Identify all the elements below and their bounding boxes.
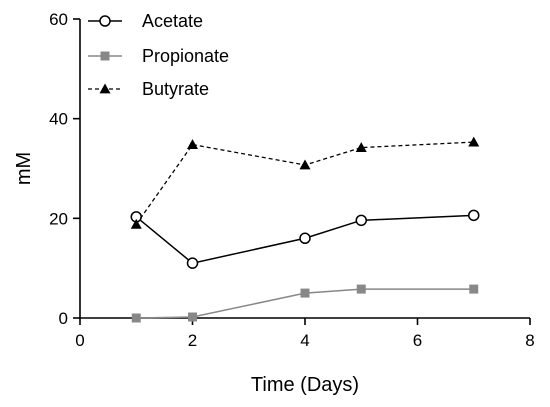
data-point-acetate bbox=[186, 257, 199, 269]
data-point-propionate bbox=[131, 313, 141, 323]
y-tick-label: 0 bbox=[59, 309, 68, 328]
series-acetate bbox=[130, 209, 480, 269]
legend-marker bbox=[99, 15, 111, 27]
data-point-propionate bbox=[300, 288, 310, 298]
series-propionate bbox=[131, 284, 479, 323]
legend-entry-acetate: Acetate bbox=[88, 11, 203, 31]
y-tick-label: 60 bbox=[49, 10, 68, 29]
legend-entry-butyrate: Butyrate bbox=[88, 79, 209, 99]
data-point-butyrate bbox=[187, 139, 198, 149]
data-point-butyrate bbox=[130, 218, 142, 229]
axes: 0 2 4 6 8 0 20 40 60 Time (Days) mM bbox=[13, 10, 535, 396]
y-tick-label: 40 bbox=[49, 110, 68, 129]
legend: Acetate Propionate Butyrate bbox=[88, 11, 229, 99]
x-axis-title: Time (Days) bbox=[251, 374, 359, 396]
data-point-acetate bbox=[468, 209, 480, 222]
x-tick-label: 6 bbox=[413, 331, 422, 350]
legend-entry-propionate: Propionate bbox=[88, 46, 229, 66]
data-point-propionate bbox=[469, 284, 479, 294]
data-point-butyrate bbox=[355, 142, 367, 152]
y-axis-title: mM bbox=[13, 152, 35, 185]
x-tick-label: 0 bbox=[75, 331, 84, 350]
y-tick-label: 20 bbox=[49, 209, 68, 228]
data-point-acetate bbox=[355, 214, 367, 227]
series-line-butyrate bbox=[135, 141, 474, 225]
series-butyrate bbox=[130, 136, 480, 229]
data-point-acetate bbox=[299, 232, 311, 245]
x-tick-label: 8 bbox=[525, 331, 534, 350]
data-point-propionate bbox=[188, 312, 197, 322]
x-tick-label: 2 bbox=[188, 331, 197, 350]
legend-marker bbox=[99, 83, 111, 94]
legend-label: Acetate bbox=[142, 11, 203, 31]
data-point-propionate bbox=[356, 284, 366, 294]
series-layer bbox=[130, 136, 480, 323]
data-point-butyrate bbox=[299, 159, 311, 170]
legend-marker bbox=[100, 51, 110, 61]
x-tick-label: 4 bbox=[300, 331, 309, 350]
legend-label: Butyrate bbox=[142, 79, 209, 99]
data-point-butyrate bbox=[468, 136, 480, 147]
legend-label: Propionate bbox=[142, 46, 229, 66]
